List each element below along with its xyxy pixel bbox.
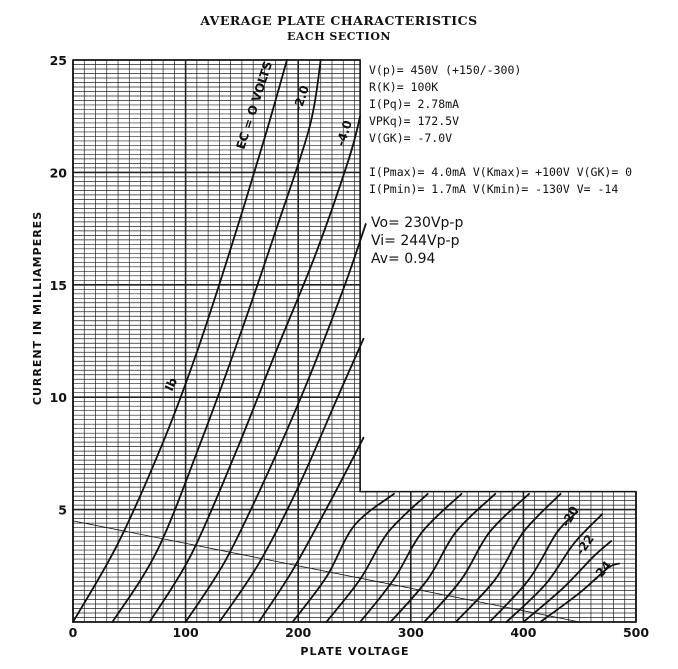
x-axis-label: PLATE VOLTAGE xyxy=(300,645,409,658)
notes-panel: V(p)= 450V (+150/-300) R(K)= 100K I(Pq)=… xyxy=(369,63,632,267)
plate-curve-5 xyxy=(257,436,365,623)
x-tick-label: 300 xyxy=(398,625,424,640)
curve-label-neg22: -22 xyxy=(573,532,597,558)
note-line: Av= 0.94 xyxy=(371,251,435,267)
plate-curve-8 xyxy=(359,492,463,623)
x-tick-label: 200 xyxy=(285,625,311,640)
plot-border xyxy=(72,59,637,623)
y-tick-label: 10 xyxy=(50,390,68,405)
curve-label-neg2: -2.0 xyxy=(291,84,312,113)
plate-curve-4 xyxy=(218,337,365,623)
chart-ticks: 0 100 200 300 400 500 5 10 15 20 25 xyxy=(50,53,650,640)
x-tick-label: 100 xyxy=(173,625,199,640)
plate-curve-14 xyxy=(522,540,613,623)
plate-curve-1 xyxy=(111,59,322,623)
note-line: Vo= 230Vp-p xyxy=(371,215,463,231)
y-tick-label: 20 xyxy=(50,165,68,180)
plate-curve-3 xyxy=(184,223,367,623)
plate-curve-10 xyxy=(423,492,530,623)
load-line xyxy=(72,520,580,623)
plate-curve-11 xyxy=(454,492,562,623)
note-line: R(K)= 100K xyxy=(369,80,438,94)
plate-curve-15 xyxy=(539,562,621,623)
plate-curve-9 xyxy=(389,492,497,623)
plate-curve-7 xyxy=(325,492,429,623)
y-axis-label: CURRENT IN MILLIAMPERES xyxy=(31,211,44,405)
note-line: Vi= 244Vp-p xyxy=(371,233,460,249)
plate-curve-0 xyxy=(72,59,288,623)
curve-label-ib: Ib xyxy=(162,375,180,393)
plate-curve-6 xyxy=(291,492,395,623)
chart-subtitle: EACH SECTION xyxy=(287,30,391,43)
chart-grid xyxy=(72,59,637,623)
note-line: VPKq)= 172.5V xyxy=(369,114,459,128)
x-tick-label: 0 xyxy=(69,625,78,640)
x-tick-label: 400 xyxy=(510,625,536,640)
note-line: V(GK)= -7.0V xyxy=(369,131,452,145)
note-line: I(Pmin)= 1.7mA V(Kmin)= -130V V= -14 xyxy=(369,182,618,196)
y-tick-label: 25 xyxy=(50,53,67,68)
note-line: I(Pq)= 2.78mA xyxy=(369,97,459,111)
plate-curve-12 xyxy=(488,510,579,623)
chart-title: AVERAGE PLATE CHARACTERISTICS xyxy=(200,13,478,28)
y-tick-label: 5 xyxy=(58,503,67,518)
y-tick-label: 15 xyxy=(50,278,67,293)
note-line: I(Pmax)= 4.0mA V(Kmax)= +100V V(GK)= 0 xyxy=(369,165,632,179)
plate-curve-2 xyxy=(148,115,362,623)
note-line: V(p)= 450V (+150/-300) xyxy=(369,63,521,77)
chart-curves xyxy=(72,59,621,623)
x-tick-label: 500 xyxy=(623,625,649,640)
plate-curve-13 xyxy=(505,513,604,623)
